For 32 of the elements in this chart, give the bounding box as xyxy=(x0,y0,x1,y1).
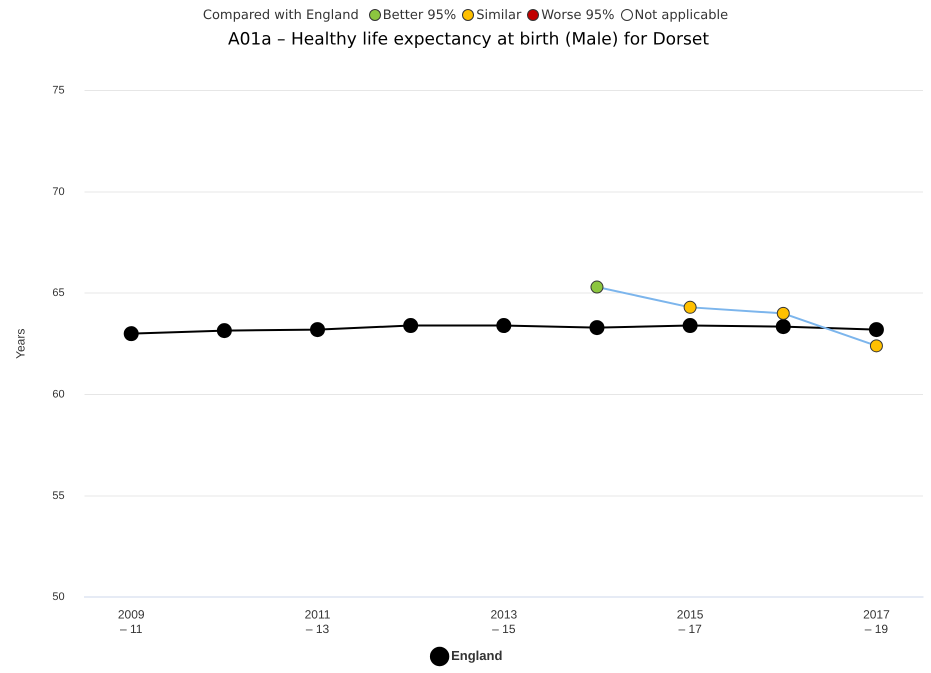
point xyxy=(403,318,418,334)
point xyxy=(870,339,883,352)
y-tick-label: 65 xyxy=(52,287,65,300)
text: Better 95% xyxy=(382,8,456,22)
y-tick-label: 60 xyxy=(52,388,65,401)
text: Compared with England xyxy=(202,8,359,22)
x-tick-label: 2017 – 19 xyxy=(863,608,890,636)
chart-title: A01a – Healthy life expectancy at birth (Male) for Dorset xyxy=(228,30,710,50)
point xyxy=(124,326,139,342)
x-tick-label: 2015 – 17 xyxy=(676,608,704,636)
y-tick-label: 55 xyxy=(52,490,65,502)
point xyxy=(776,319,791,334)
x-tick-label: 2011 – 13 xyxy=(304,608,331,636)
text: Not applicable xyxy=(634,8,728,22)
x-tick-label: 2013 – 15 xyxy=(490,608,518,636)
text: Worse 95% xyxy=(541,8,614,22)
y-axis-title: Years xyxy=(14,328,28,359)
point xyxy=(216,323,232,338)
point xyxy=(310,322,326,338)
point xyxy=(868,322,884,338)
point xyxy=(589,320,604,336)
y-tick-label: 70 xyxy=(52,186,65,198)
text: Similar xyxy=(476,8,522,22)
x-tick-label: 2009 – 11 xyxy=(118,608,145,636)
y-tick-label: 50 xyxy=(52,591,65,604)
legend-label: England xyxy=(451,648,502,664)
point xyxy=(590,280,604,294)
point xyxy=(496,318,512,334)
point xyxy=(682,318,698,334)
point xyxy=(776,306,790,320)
y-tick-label: 75 xyxy=(52,84,65,96)
point xyxy=(684,300,697,314)
